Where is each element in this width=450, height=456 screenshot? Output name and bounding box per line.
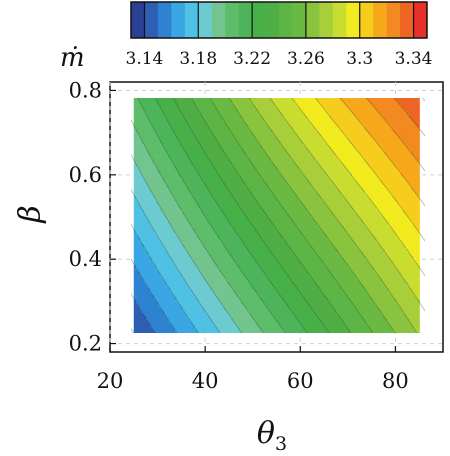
contour-line bbox=[131, 188, 221, 333]
contour-line bbox=[291, 98, 425, 277]
x-tick-label: 20 bbox=[97, 369, 124, 393]
colorbar-tick-label: 3.3 bbox=[346, 49, 373, 69]
x-tick-label: 80 bbox=[382, 369, 409, 393]
colorbar-swatch bbox=[400, 2, 414, 38]
contour-line bbox=[393, 98, 425, 137]
y-axis-label: β bbox=[13, 205, 48, 223]
y-tick-label: 0.4 bbox=[69, 247, 102, 271]
y-tick-label: 0.6 bbox=[69, 163, 102, 187]
colorbar-swatch bbox=[131, 2, 145, 38]
contour-line bbox=[172, 98, 330, 333]
axis-ticks: 20 40 60 80 0.2 0.4 0.6 0.8 bbox=[69, 78, 409, 393]
colorbar-swatch bbox=[211, 2, 226, 38]
colorbar-swatch bbox=[359, 2, 374, 38]
colorbar-swatch bbox=[225, 2, 239, 38]
colorbar-tick-label: 3.14 bbox=[126, 49, 164, 69]
contour-line bbox=[248, 98, 418, 333]
colorbar-tick-label: 3.26 bbox=[287, 49, 325, 69]
colorbar-swatch bbox=[279, 2, 293, 38]
contour-line bbox=[269, 98, 425, 312]
y-tick-label: 0.8 bbox=[69, 78, 102, 102]
colorbar-label: ṁ bbox=[60, 43, 85, 73]
contour-lines bbox=[131, 98, 425, 333]
colorbar-swatch bbox=[198, 2, 213, 38]
contour-line bbox=[131, 293, 156, 333]
colorbar-frame bbox=[130, 1, 428, 39]
colorbar-swatch bbox=[157, 2, 172, 38]
colorbar-swatch bbox=[252, 2, 266, 38]
colorbar-swatch bbox=[171, 2, 186, 38]
colorbar-tick-labels: 3.14 3.18 3.22 3.26 3.3 3.34 bbox=[126, 49, 433, 69]
contour-line bbox=[131, 153, 243, 333]
x-tick-label: 40 bbox=[192, 369, 219, 393]
colorbar-swatch bbox=[319, 2, 334, 38]
contour-line bbox=[190, 98, 352, 333]
contour-line bbox=[366, 98, 425, 172]
contour-line bbox=[339, 98, 425, 207]
x-axis-label: θ3 bbox=[257, 416, 287, 455]
contour-line bbox=[154, 98, 308, 333]
colorbar-swatch bbox=[265, 2, 280, 38]
y-tick-label: 0.2 bbox=[69, 332, 102, 356]
contour-line bbox=[228, 98, 396, 333]
contour-line bbox=[131, 118, 264, 333]
colorbar-swatch bbox=[332, 2, 347, 38]
colorbar-swatch bbox=[144, 2, 159, 38]
contour-line bbox=[131, 258, 178, 333]
colorbar-tick-label: 3.18 bbox=[179, 49, 217, 69]
colorbar-tick-label: 3.34 bbox=[395, 49, 433, 69]
colorbar-swatch bbox=[292, 2, 307, 38]
contour-line bbox=[314, 98, 425, 242]
colorbar-swatch bbox=[238, 2, 253, 38]
colorbar-swatch bbox=[413, 2, 428, 38]
colorbar-swatch bbox=[305, 2, 320, 38]
contour-line bbox=[209, 98, 374, 333]
x-tick-label: 60 bbox=[287, 369, 314, 393]
colorbar-swatch bbox=[373, 2, 387, 38]
contour-line bbox=[137, 98, 286, 333]
colorbar-swatch bbox=[386, 2, 401, 38]
colorbar bbox=[130, 1, 428, 39]
colorbar-swatch bbox=[184, 2, 199, 38]
contour-fill bbox=[131, 98, 425, 333]
contour-line bbox=[131, 223, 199, 333]
colorbar-swatch bbox=[346, 2, 361, 38]
colorbar-tick-label: 3.22 bbox=[233, 49, 271, 69]
